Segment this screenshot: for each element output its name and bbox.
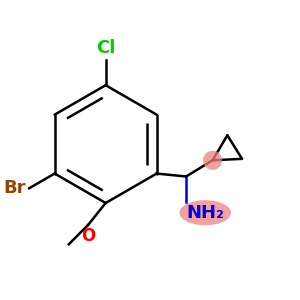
- Text: NH₂: NH₂: [186, 204, 224, 222]
- Text: O: O: [81, 226, 95, 244]
- Text: Cl: Cl: [96, 39, 115, 57]
- Ellipse shape: [179, 200, 231, 225]
- Ellipse shape: [203, 151, 222, 170]
- Text: Br: Br: [4, 179, 26, 197]
